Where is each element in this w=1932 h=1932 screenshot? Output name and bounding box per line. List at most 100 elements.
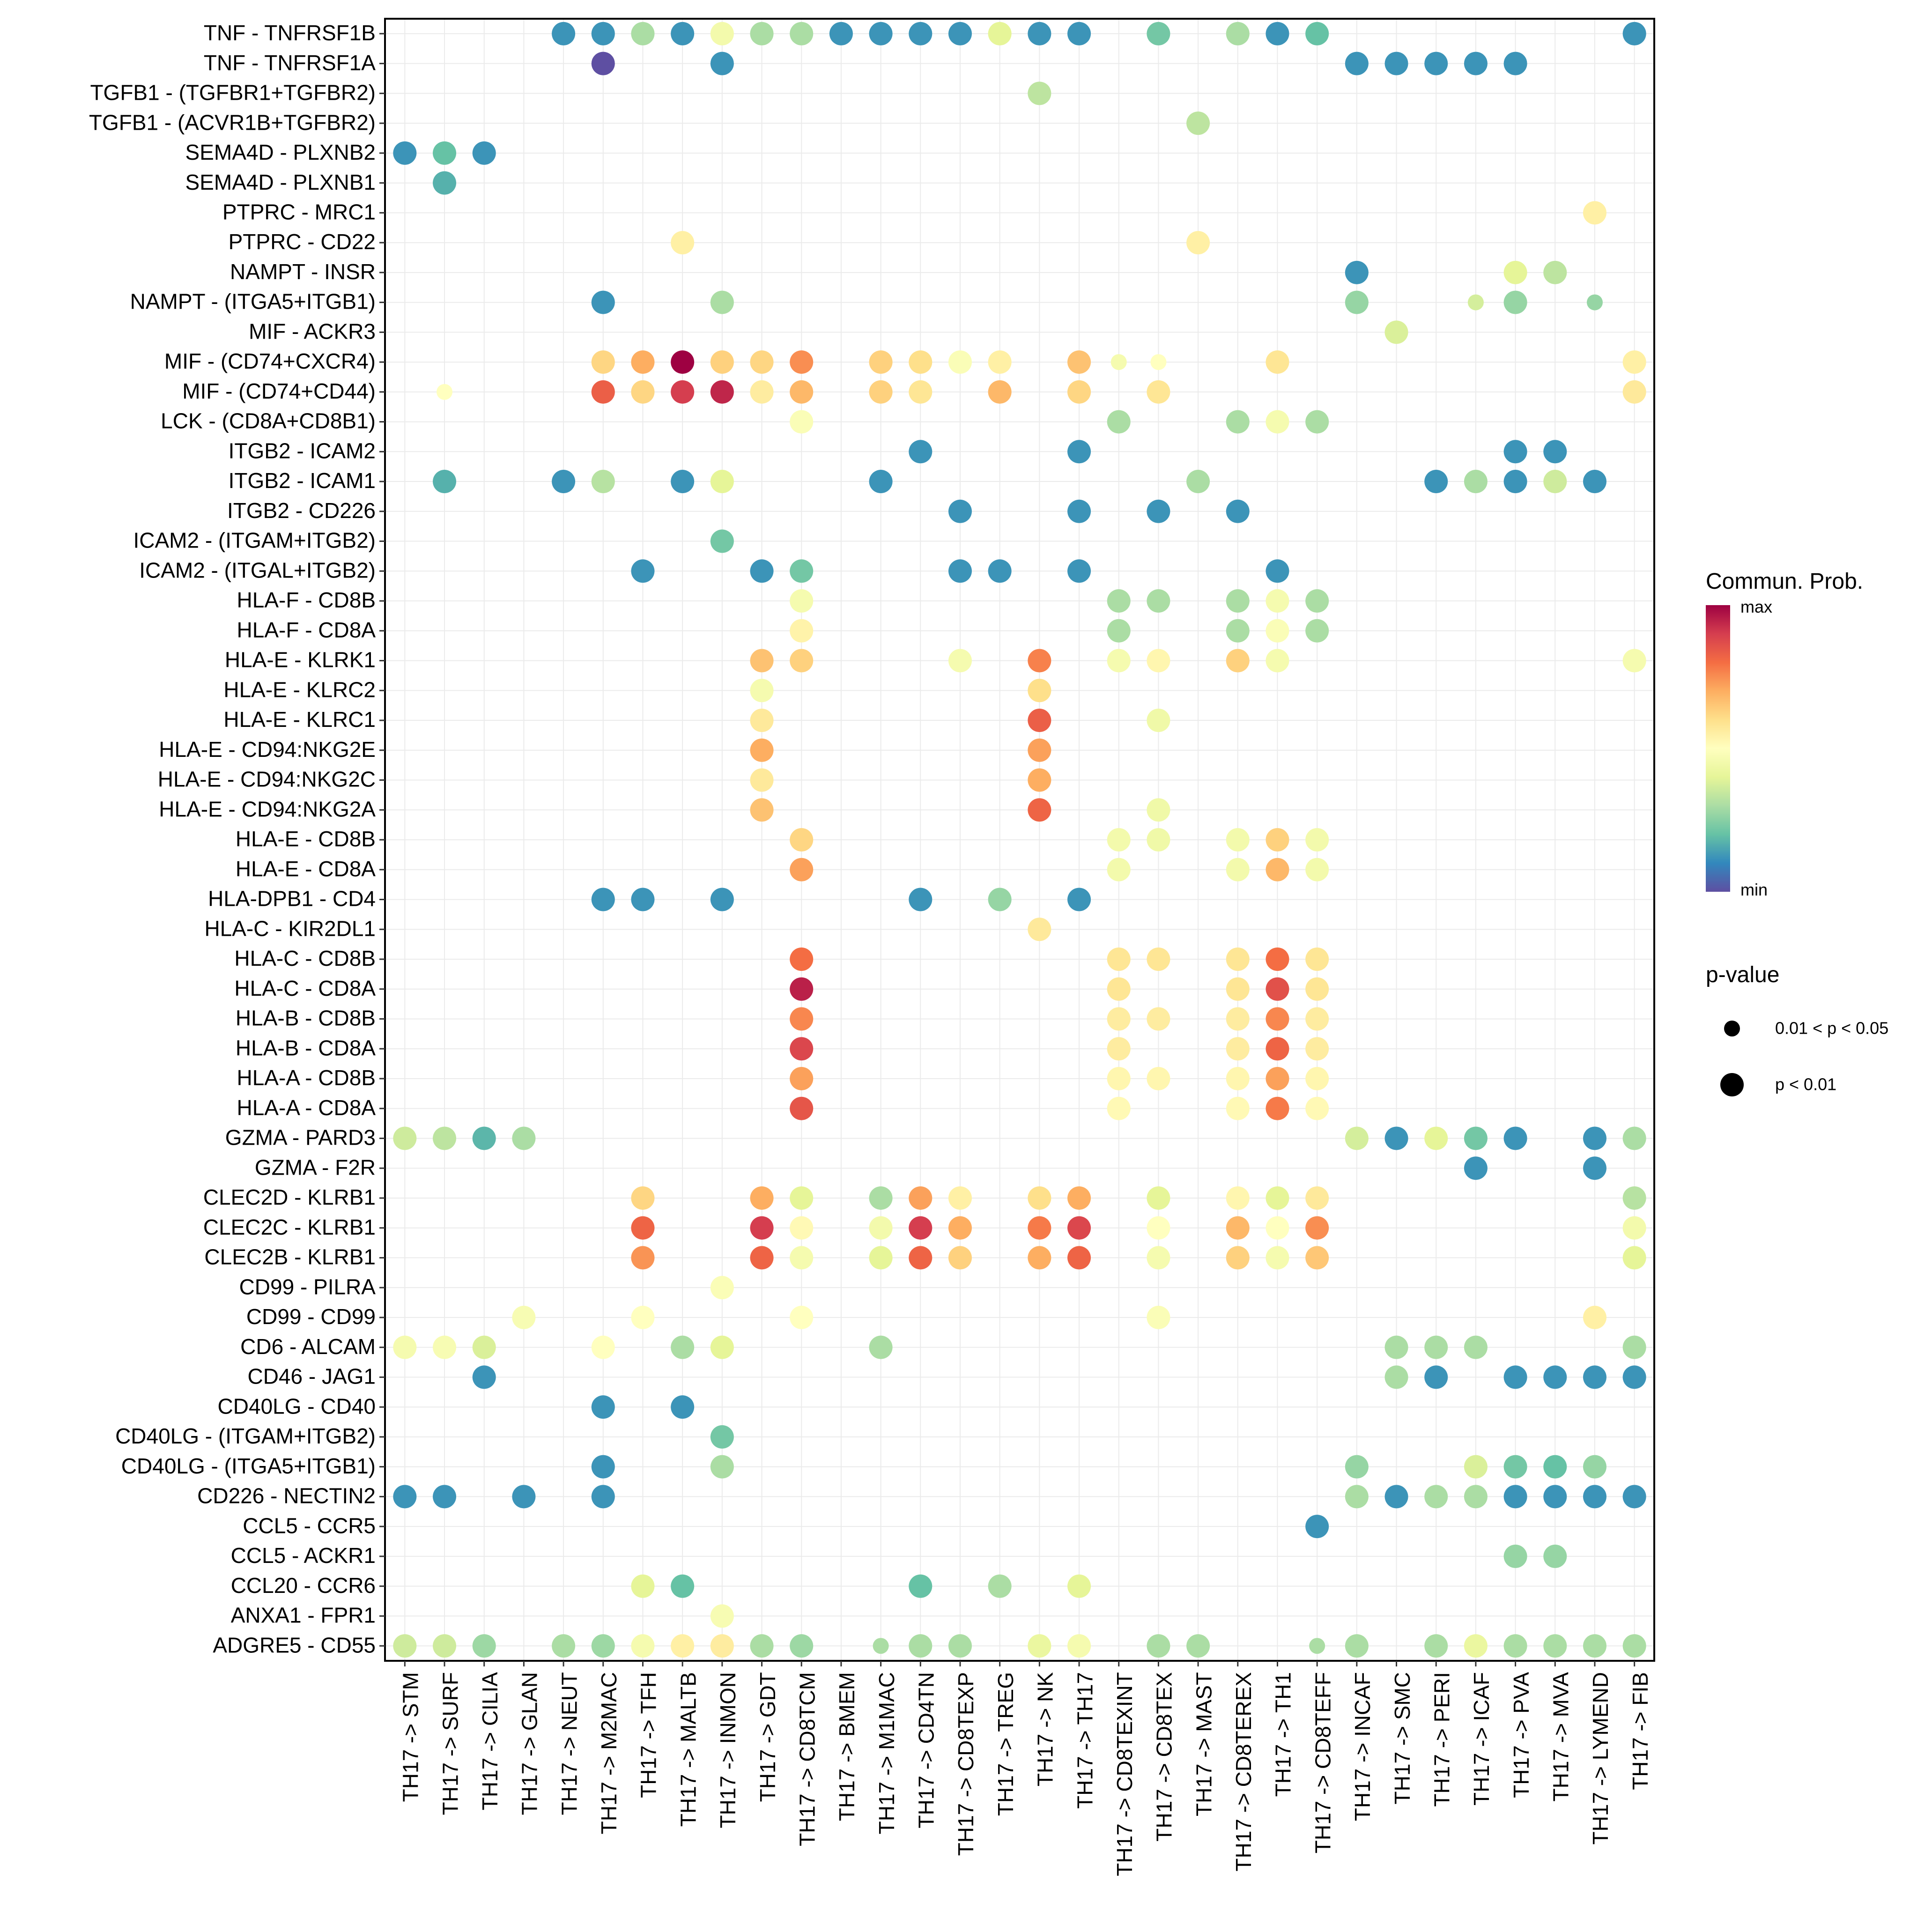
data-point	[948, 1634, 972, 1658]
data-point	[631, 1574, 655, 1598]
data-point	[591, 1395, 615, 1419]
data-point	[988, 380, 1012, 404]
data-point	[1107, 858, 1131, 881]
y-tick-label: PTPRC - CD22	[229, 229, 376, 254]
data-point	[1147, 1634, 1170, 1658]
y-tick-label: HLA-C - KIR2DL1	[204, 916, 376, 940]
data-point	[631, 22, 655, 45]
data-point	[909, 1186, 933, 1210]
data-point	[1583, 1126, 1606, 1150]
data-point	[909, 1216, 933, 1240]
data-point	[433, 1335, 457, 1359]
y-tick-label: CD226 - NECTIN2	[197, 1484, 376, 1508]
data-point	[909, 22, 933, 45]
data-point	[948, 559, 972, 583]
data-point	[393, 1126, 417, 1150]
data-point	[1226, 1066, 1250, 1090]
data-point	[790, 977, 814, 1001]
data-point	[1622, 1186, 1646, 1210]
x-tick-label: TH17 -> PVA	[1509, 1672, 1533, 1798]
data-point	[790, 1186, 814, 1210]
data-point	[1503, 440, 1527, 464]
data-point	[1028, 1186, 1051, 1210]
data-point	[1226, 1007, 1250, 1031]
y-tick-label: ANXA1 - FPR1	[231, 1603, 376, 1628]
y-tick-label: CD99 - PILRA	[239, 1274, 376, 1299]
x-tick-label: TH17 -> TREG	[993, 1672, 1018, 1816]
data-point	[710, 529, 734, 553]
y-tick-label: HLA-F - CD8B	[237, 588, 376, 612]
y-tick-label: CLEC2B - KLRB1	[204, 1245, 376, 1269]
y-tick-label: CLEC2D - KLRB1	[203, 1185, 376, 1209]
data-point	[1067, 1574, 1091, 1598]
y-tick-label: CD40LG - CD40	[218, 1394, 376, 1418]
data-point	[710, 1455, 734, 1479]
data-point	[750, 1634, 774, 1658]
data-point	[1345, 1126, 1369, 1150]
data-point	[1583, 1365, 1606, 1389]
data-point	[1305, 1186, 1329, 1210]
data-point	[1622, 1216, 1646, 1240]
data-point	[1266, 350, 1289, 374]
data-point	[671, 470, 695, 494]
x-tick-label: TH17 -> INMON	[716, 1672, 740, 1828]
x-tick-label: TH17 -> CD4TN	[914, 1672, 939, 1828]
data-point	[790, 649, 814, 673]
data-point	[869, 1335, 893, 1359]
data-point	[750, 1186, 774, 1210]
data-point	[790, 1066, 814, 1090]
data-point	[1147, 649, 1170, 673]
data-point	[1147, 1216, 1170, 1240]
data-point	[1147, 1246, 1170, 1270]
data-point	[1107, 977, 1131, 1001]
data-point	[671, 1574, 695, 1598]
data-point	[1266, 1037, 1289, 1061]
data-point	[1309, 1638, 1325, 1654]
data-point	[829, 22, 853, 45]
y-tick-label: HLA-E - CD94:NKG2A	[159, 797, 376, 821]
data-point	[1186, 111, 1210, 135]
data-point	[1226, 499, 1250, 523]
data-point	[1384, 1335, 1408, 1359]
data-point	[631, 380, 655, 404]
data-point	[710, 470, 734, 494]
data-point	[1266, 858, 1289, 881]
data-point	[1107, 828, 1131, 851]
data-point	[512, 1485, 536, 1509]
x-tick-label: TH17 -> STM	[399, 1672, 423, 1802]
data-point	[1028, 1246, 1051, 1270]
data-point	[591, 290, 615, 314]
data-point	[1424, 470, 1448, 494]
data-point	[1226, 977, 1250, 1001]
data-point	[1543, 260, 1567, 284]
data-point	[433, 1126, 457, 1150]
data-point	[631, 1634, 655, 1658]
data-point	[1503, 470, 1527, 494]
data-point	[1226, 1037, 1250, 1061]
y-axis: TNF - TNFRSF1B TNF - TNFRSF1A TGFB1 - (TGF…	[89, 21, 385, 1657]
data-point	[1147, 380, 1170, 404]
y-tick-label: SEMA4D - PLXNB1	[185, 170, 376, 194]
data-point	[433, 470, 457, 494]
y-tick-label: CD40LG - (ITGAM+ITGB2)	[115, 1424, 376, 1448]
data-point	[1266, 22, 1289, 45]
data-point	[393, 141, 417, 165]
data-point	[869, 470, 893, 494]
data-point	[750, 22, 774, 45]
data-point	[671, 1634, 695, 1658]
colorbar-max-label: max	[1740, 597, 1772, 616]
pvalue-legend-large-label: p < 0.01	[1775, 1075, 1836, 1094]
data-point	[710, 52, 734, 75]
data-point	[472, 1634, 496, 1658]
data-point	[790, 350, 814, 374]
data-point	[1305, 410, 1329, 434]
data-point	[1384, 320, 1408, 344]
data-point	[1226, 858, 1250, 881]
y-tick-label: HLA-E - CD94:NKG2C	[158, 767, 376, 792]
data-point	[1543, 440, 1567, 464]
x-tick-label: TH17 -> CD8TEXINT	[1112, 1672, 1137, 1876]
data-point	[1424, 52, 1448, 75]
data-point	[1147, 828, 1170, 851]
data-point	[1226, 410, 1250, 434]
data-point	[1622, 1634, 1646, 1658]
